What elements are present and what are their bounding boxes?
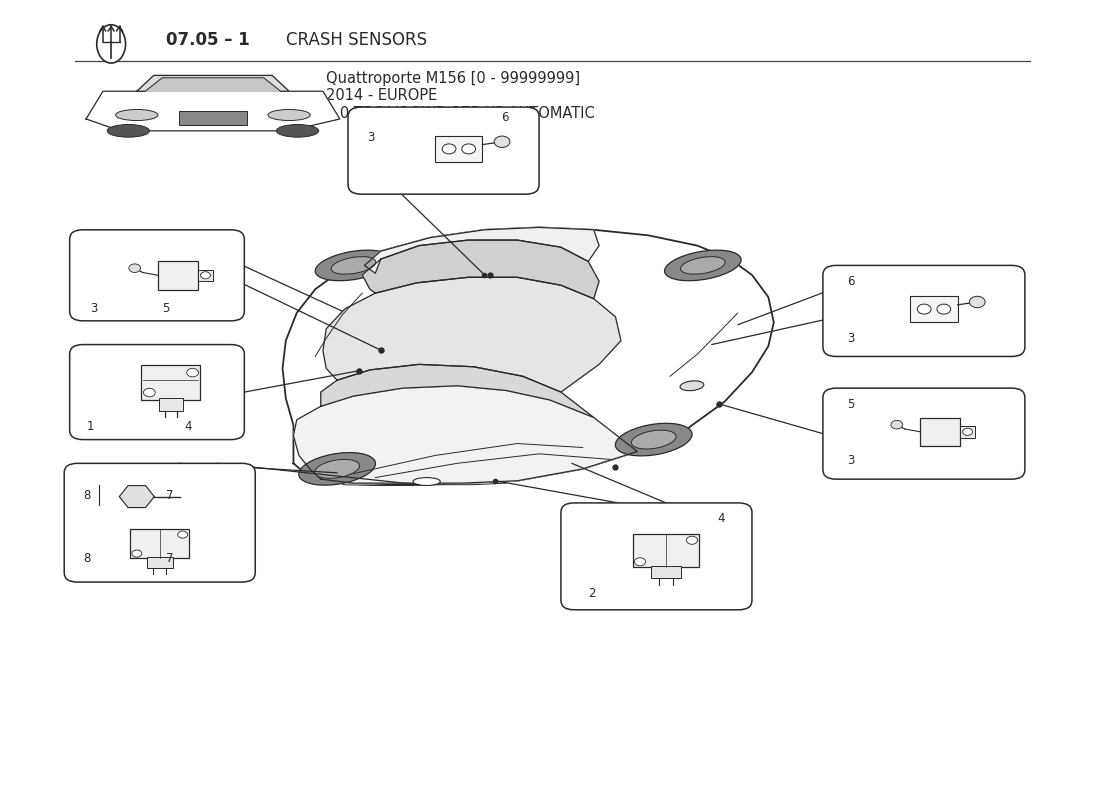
Text: 3: 3 (367, 131, 375, 144)
Text: 8: 8 (84, 552, 91, 565)
Bar (130, 529, 189, 558)
Ellipse shape (615, 423, 692, 456)
Text: 4: 4 (185, 420, 192, 433)
Text: 7: 7 (165, 552, 173, 565)
Circle shape (891, 421, 903, 429)
Text: M: M (209, 106, 217, 112)
Ellipse shape (97, 25, 125, 63)
Polygon shape (364, 227, 600, 274)
Circle shape (917, 304, 931, 314)
Circle shape (937, 304, 950, 314)
Text: 6: 6 (847, 275, 855, 288)
FancyBboxPatch shape (69, 230, 244, 321)
Text: 3: 3 (847, 332, 855, 345)
Ellipse shape (107, 125, 150, 137)
FancyBboxPatch shape (69, 345, 244, 439)
Ellipse shape (116, 110, 158, 121)
Bar (160, 398, 183, 411)
Polygon shape (323, 278, 622, 392)
Circle shape (635, 558, 646, 566)
Text: CRASH SENSORS: CRASH SENSORS (286, 30, 427, 49)
Bar (959, 426, 976, 438)
Circle shape (178, 531, 188, 538)
Circle shape (143, 388, 155, 397)
Circle shape (200, 272, 210, 279)
Bar (179, 111, 246, 126)
Polygon shape (294, 386, 637, 483)
Ellipse shape (412, 478, 440, 486)
Circle shape (132, 550, 142, 557)
Ellipse shape (331, 257, 376, 274)
Text: 5: 5 (162, 302, 169, 314)
Ellipse shape (299, 453, 375, 485)
Ellipse shape (276, 125, 319, 137)
Text: 6: 6 (500, 111, 508, 124)
Text: 07.05 – 1: 07.05 – 1 (166, 30, 250, 49)
Text: 1: 1 (87, 420, 95, 433)
Ellipse shape (680, 381, 704, 390)
Text: Quattroporte M156 [0 - 99999999]: Quattroporte M156 [0 - 99999999] (327, 71, 581, 86)
Ellipse shape (316, 250, 392, 281)
Text: 3.0 TDS V6 2WD 275 HP AUTOMATIC: 3.0 TDS V6 2WD 275 HP AUTOMATIC (327, 106, 595, 121)
FancyBboxPatch shape (823, 266, 1025, 357)
Text: 3: 3 (90, 302, 98, 314)
Bar (158, 261, 198, 290)
Bar (911, 296, 958, 322)
FancyBboxPatch shape (561, 503, 752, 610)
Bar (921, 418, 959, 446)
FancyBboxPatch shape (348, 107, 539, 194)
Text: 5: 5 (847, 398, 855, 411)
Circle shape (187, 368, 198, 377)
Polygon shape (362, 240, 600, 298)
Bar (632, 534, 700, 567)
Polygon shape (283, 227, 773, 485)
Text: 8: 8 (84, 489, 91, 502)
Circle shape (969, 296, 986, 308)
Text: 2: 2 (587, 587, 595, 600)
Bar (198, 270, 213, 281)
Ellipse shape (631, 430, 676, 449)
Ellipse shape (268, 110, 310, 121)
FancyBboxPatch shape (64, 463, 255, 582)
Text: 3: 3 (847, 454, 855, 467)
Ellipse shape (315, 459, 360, 478)
Circle shape (494, 136, 510, 147)
Polygon shape (136, 75, 289, 91)
Circle shape (462, 144, 475, 154)
Ellipse shape (664, 250, 741, 281)
Text: 4: 4 (717, 513, 725, 526)
Bar (436, 136, 483, 162)
FancyBboxPatch shape (823, 388, 1025, 479)
Circle shape (442, 144, 455, 154)
Polygon shape (321, 364, 594, 418)
Polygon shape (86, 91, 340, 131)
Circle shape (129, 264, 141, 273)
Circle shape (962, 428, 972, 435)
Polygon shape (119, 486, 154, 507)
Circle shape (686, 536, 697, 544)
Bar (146, 557, 173, 568)
Ellipse shape (681, 257, 725, 274)
Bar (651, 566, 681, 578)
Polygon shape (145, 78, 280, 91)
Text: 7: 7 (165, 489, 173, 502)
Text: 2014 - EUROPE: 2014 - EUROPE (327, 89, 438, 103)
Bar (142, 366, 200, 400)
